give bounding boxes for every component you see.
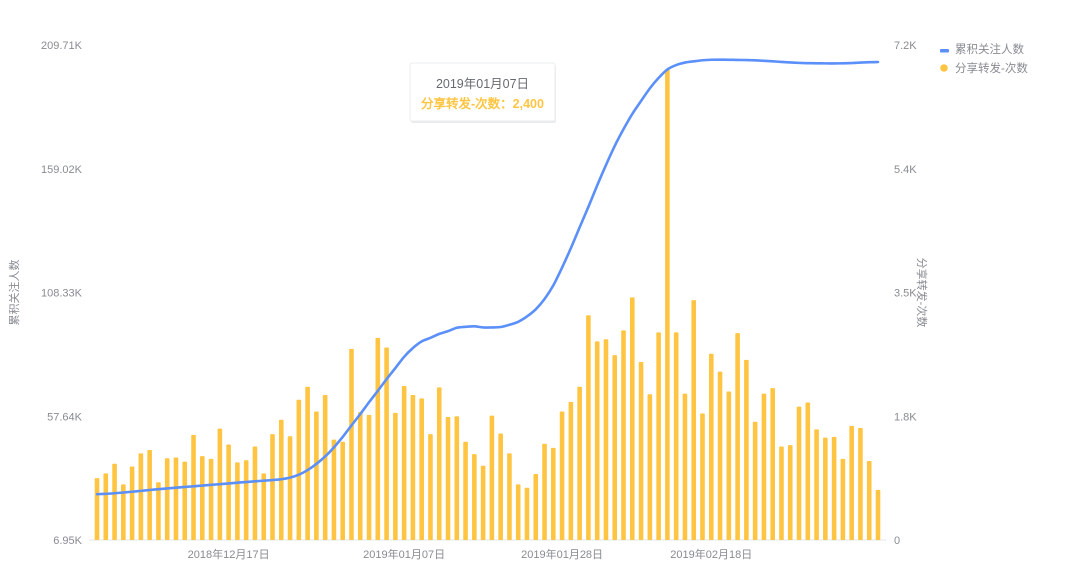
svg-text:2018年12月17日: 2018年12月17日 bbox=[188, 547, 270, 561]
svg-text:57.64K: 57.64K bbox=[47, 411, 83, 423]
svg-text:3.5K: 3.5K bbox=[894, 288, 917, 300]
svg-text:分享转发-次数：2,400: 分享转发-次数：2,400 bbox=[421, 96, 544, 111]
svg-text:2019年01月07日: 2019年01月07日 bbox=[436, 77, 529, 91]
svg-text:2019年01月07日: 2019年01月07日 bbox=[363, 547, 445, 561]
svg-text:累积关注人数: 累积关注人数 bbox=[955, 42, 1024, 56]
svg-text:108.33K: 108.33K bbox=[41, 288, 83, 300]
svg-text:分享转发-次数: 分享转发-次数 bbox=[915, 258, 929, 328]
svg-text:1.8K: 1.8K bbox=[894, 411, 917, 423]
svg-text:5.4K: 5.4K bbox=[894, 164, 917, 176]
svg-text:2019年01月28日: 2019年01月28日 bbox=[521, 547, 603, 561]
svg-text:2019年02月18日: 2019年02月18日 bbox=[670, 547, 752, 561]
svg-text:159.02K: 159.02K bbox=[41, 164, 83, 176]
svg-text:6.95K: 6.95K bbox=[53, 535, 82, 547]
svg-text:0: 0 bbox=[894, 535, 900, 547]
svg-text:209.71K: 209.71K bbox=[41, 40, 83, 52]
svg-text:分享转发-次数: 分享转发-次数 bbox=[955, 61, 1028, 75]
svg-text:累积关注人数: 累积关注人数 bbox=[7, 260, 21, 326]
svg-text:7.2K: 7.2K bbox=[894, 40, 917, 52]
